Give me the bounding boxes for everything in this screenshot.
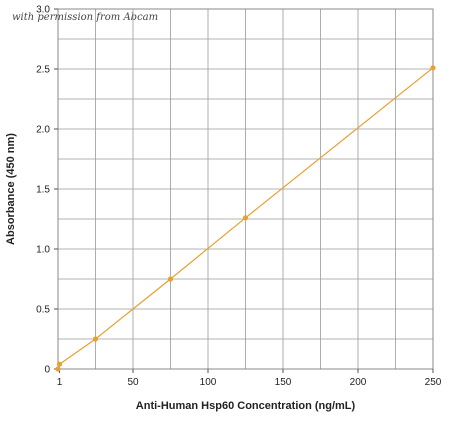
x-tick-label: 50	[127, 377, 139, 388]
y-tick-label: 1.5	[36, 185, 50, 196]
x-tick-label: 150	[275, 377, 292, 388]
x-tick-label: 1	[57, 377, 63, 388]
y-tick-label: 1.0	[36, 245, 50, 256]
data-point	[242, 215, 249, 221]
grid-lines	[57, 8, 434, 370]
y-tick-label: 0	[44, 365, 50, 376]
y-axis-title: Absorbance (450 nm)	[5, 133, 17, 245]
x-tick-label: 200	[350, 377, 367, 388]
x-tick-label: 250	[425, 377, 442, 388]
y-tick-label: 0.5	[36, 305, 50, 316]
watermark-text: with permission from Abcam	[12, 12, 158, 23]
y-axis-ticks: 0 0.5 1.0 1.5 2.0 2.5 3.0	[36, 5, 58, 376]
y-tick-label: 2.5	[36, 65, 50, 76]
data-point	[56, 361, 63, 367]
y-tick-label: 3.0	[36, 5, 50, 16]
data-point	[430, 65, 436, 71]
x-axis-ticks: 1 50 100 150 200 250	[57, 369, 442, 388]
series-group	[55, 65, 436, 372]
data-point	[92, 336, 99, 342]
y-tick-label: 2.0	[36, 125, 50, 136]
data-point	[167, 276, 174, 282]
x-axis-title: Anti-Human Hsp60 Concentration (ng/mL)	[136, 400, 356, 412]
data-point	[55, 366, 61, 372]
x-tick-label: 100	[200, 377, 217, 388]
